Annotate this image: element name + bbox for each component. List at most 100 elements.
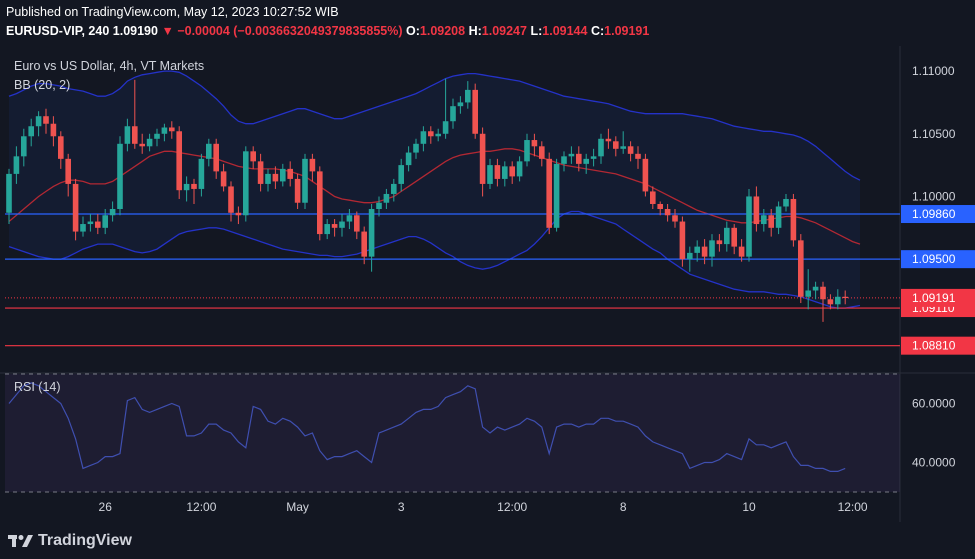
candle (272, 166, 279, 189)
candle (346, 209, 353, 230)
candle-body (694, 246, 700, 253)
candle (524, 133, 530, 167)
price-tick-label: 1.10500 (912, 127, 956, 141)
price-tick-label: 1.10000 (912, 189, 956, 203)
candle-body (280, 168, 286, 182)
candle (716, 234, 723, 252)
candle (198, 153, 205, 197)
candle (753, 186, 760, 232)
candle-body (716, 240, 723, 245)
candle-body (761, 215, 767, 225)
candle-body (731, 227, 737, 247)
candle-body (627, 146, 634, 154)
candle (13, 146, 20, 184)
tradingview-logo[interactable]: TradingView (8, 532, 132, 550)
rsi-legend[interactable]: RSI (14) (14, 380, 61, 394)
candle-body (154, 133, 160, 139)
tradingview-logo-icon (8, 534, 33, 547)
candle-body (472, 89, 478, 134)
time-tick-label: 3 (398, 500, 405, 514)
candle (679, 216, 686, 267)
candle (687, 246, 693, 272)
rsi-band-fill (5, 374, 900, 492)
candle-body (161, 127, 168, 134)
candle (35, 111, 42, 137)
candle-body (294, 178, 301, 203)
candle (294, 173, 301, 209)
candle-body (457, 102, 464, 107)
candle-body (376, 202, 382, 209)
candle (117, 136, 123, 216)
candle-body (250, 151, 256, 162)
bollinger-upper-line (8, 70, 861, 181)
candle-body (842, 296, 848, 299)
candle (280, 163, 286, 187)
candle (102, 209, 108, 235)
candle (457, 96, 464, 114)
time-tick-label: 8 (620, 500, 627, 514)
candle-body (568, 153, 575, 157)
candle (287, 161, 293, 187)
candle-body (6, 173, 12, 213)
candle-body (768, 215, 774, 228)
last-price: 1.09190 (112, 24, 158, 38)
candle-body (13, 156, 20, 174)
candle (250, 146, 256, 169)
candle-body (361, 231, 367, 257)
candle (812, 281, 819, 300)
time-axis[interactable]: 26 12:00 May 3 12:00 8 10 12:00 (99, 500, 868, 514)
candle-body (302, 158, 308, 203)
candle (183, 176, 190, 202)
candle (598, 133, 604, 164)
candle-body (465, 89, 471, 103)
candle-body (420, 131, 427, 144)
candle (672, 209, 678, 228)
candle-body (132, 126, 138, 144)
candle-body (28, 126, 34, 137)
candle (161, 123, 168, 142)
time-tick-label: 12:00 (838, 500, 868, 514)
candle-body (198, 158, 205, 189)
high-value: 1.09247 (481, 24, 527, 38)
candle (472, 83, 478, 139)
time-tick-label: 10 (742, 500, 756, 514)
candle (650, 186, 656, 209)
candle (95, 214, 101, 235)
candle (235, 206, 242, 225)
low-label: L: (530, 24, 543, 38)
candle-body (642, 158, 649, 192)
candle-body (790, 198, 797, 241)
candle (590, 148, 597, 167)
candle (531, 133, 538, 157)
bollinger-legend[interactable]: BB (20, 2) (14, 78, 71, 92)
candle-body (331, 224, 338, 228)
candle-body (576, 153, 582, 164)
series-legend[interactable]: Euro vs US Dollar, 4h, VT Markets (14, 59, 205, 73)
rsi-pane[interactable]: 40.0000 60.0000 (5, 373, 956, 493)
bollinger-lower-line (8, 210, 861, 309)
candle (768, 209, 774, 237)
candle (761, 209, 767, 232)
candle-body (139, 143, 145, 147)
candle-body (561, 156, 567, 164)
price-pane[interactable] (0, 46, 975, 522)
symbol-label[interactable]: EURUSD-VIP, 240 (6, 24, 110, 38)
candle-body (287, 168, 293, 179)
candle (257, 153, 264, 192)
candle-body (583, 158, 589, 164)
high-label: H: (468, 24, 482, 38)
candle-body (368, 209, 375, 257)
price-axis[interactable]: 1.10000 1.10500 1.11000 1.09860 1.09500 1.091… (901, 64, 975, 355)
candle (58, 131, 64, 169)
candle-body (450, 106, 456, 122)
last-price-label: 1.09191 (912, 291, 956, 305)
candle-body (176, 131, 182, 191)
candle (576, 146, 582, 172)
candle-body (339, 221, 345, 228)
close-value: 1.09191 (604, 24, 650, 38)
time-tick-label: 26 (99, 500, 113, 514)
candle-body (405, 152, 412, 166)
candle (465, 81, 471, 109)
candle (546, 152, 552, 235)
